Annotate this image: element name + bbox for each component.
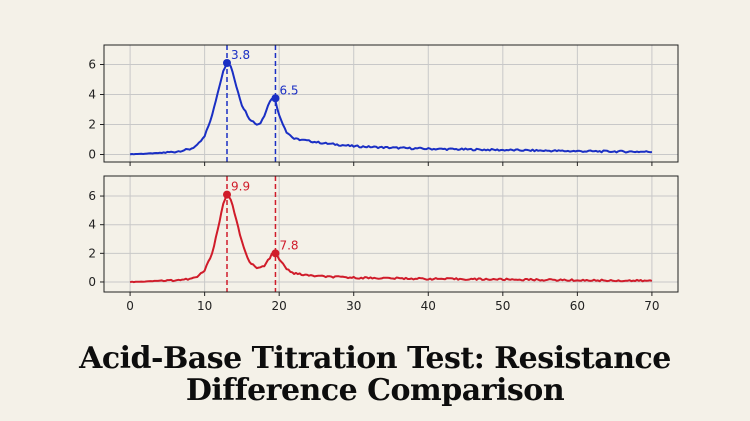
peak-label: 6.5 xyxy=(279,83,298,97)
peak-label: 9.9 xyxy=(231,180,250,194)
y-tick-label: 2 xyxy=(88,118,96,132)
chart-title-line-2: Difference Comparison xyxy=(185,373,565,408)
y-tick-label: 4 xyxy=(88,218,96,232)
y-tick-label: 6 xyxy=(88,189,96,203)
x-tick-label: 40 xyxy=(421,299,436,313)
peak-point xyxy=(271,249,280,258)
x-tick-label: 60 xyxy=(570,299,585,313)
peak-point xyxy=(271,94,280,103)
x-tick-label: 30 xyxy=(346,299,361,313)
plot-frame xyxy=(103,44,679,163)
plot-frame xyxy=(103,175,679,293)
x-tick-label: 70 xyxy=(644,299,659,313)
series-line xyxy=(129,193,653,284)
x-tick-label: 20 xyxy=(272,299,287,313)
chart-title-line-1: Acid-Base Titration Test: Resistance xyxy=(79,341,671,376)
panel-1: 0 2 4 6 3.8 6.5 xyxy=(88,44,679,166)
x-tick-label: 50 xyxy=(495,299,510,313)
peak-label: 7.8 xyxy=(279,238,298,252)
y-tick-label: 6 xyxy=(88,58,96,72)
y-tick-label: 0 xyxy=(88,275,96,289)
x-tick-label: 0 xyxy=(126,299,134,313)
series-line xyxy=(129,61,653,156)
y-tick-label: 2 xyxy=(88,246,96,260)
peak-point xyxy=(223,59,231,67)
y-tick-label: 4 xyxy=(88,88,96,102)
x-tick-label: 10 xyxy=(197,299,212,313)
peak-point xyxy=(223,190,231,199)
y-tick-label: 0 xyxy=(88,148,96,162)
peak-label: 3.8 xyxy=(231,48,250,62)
